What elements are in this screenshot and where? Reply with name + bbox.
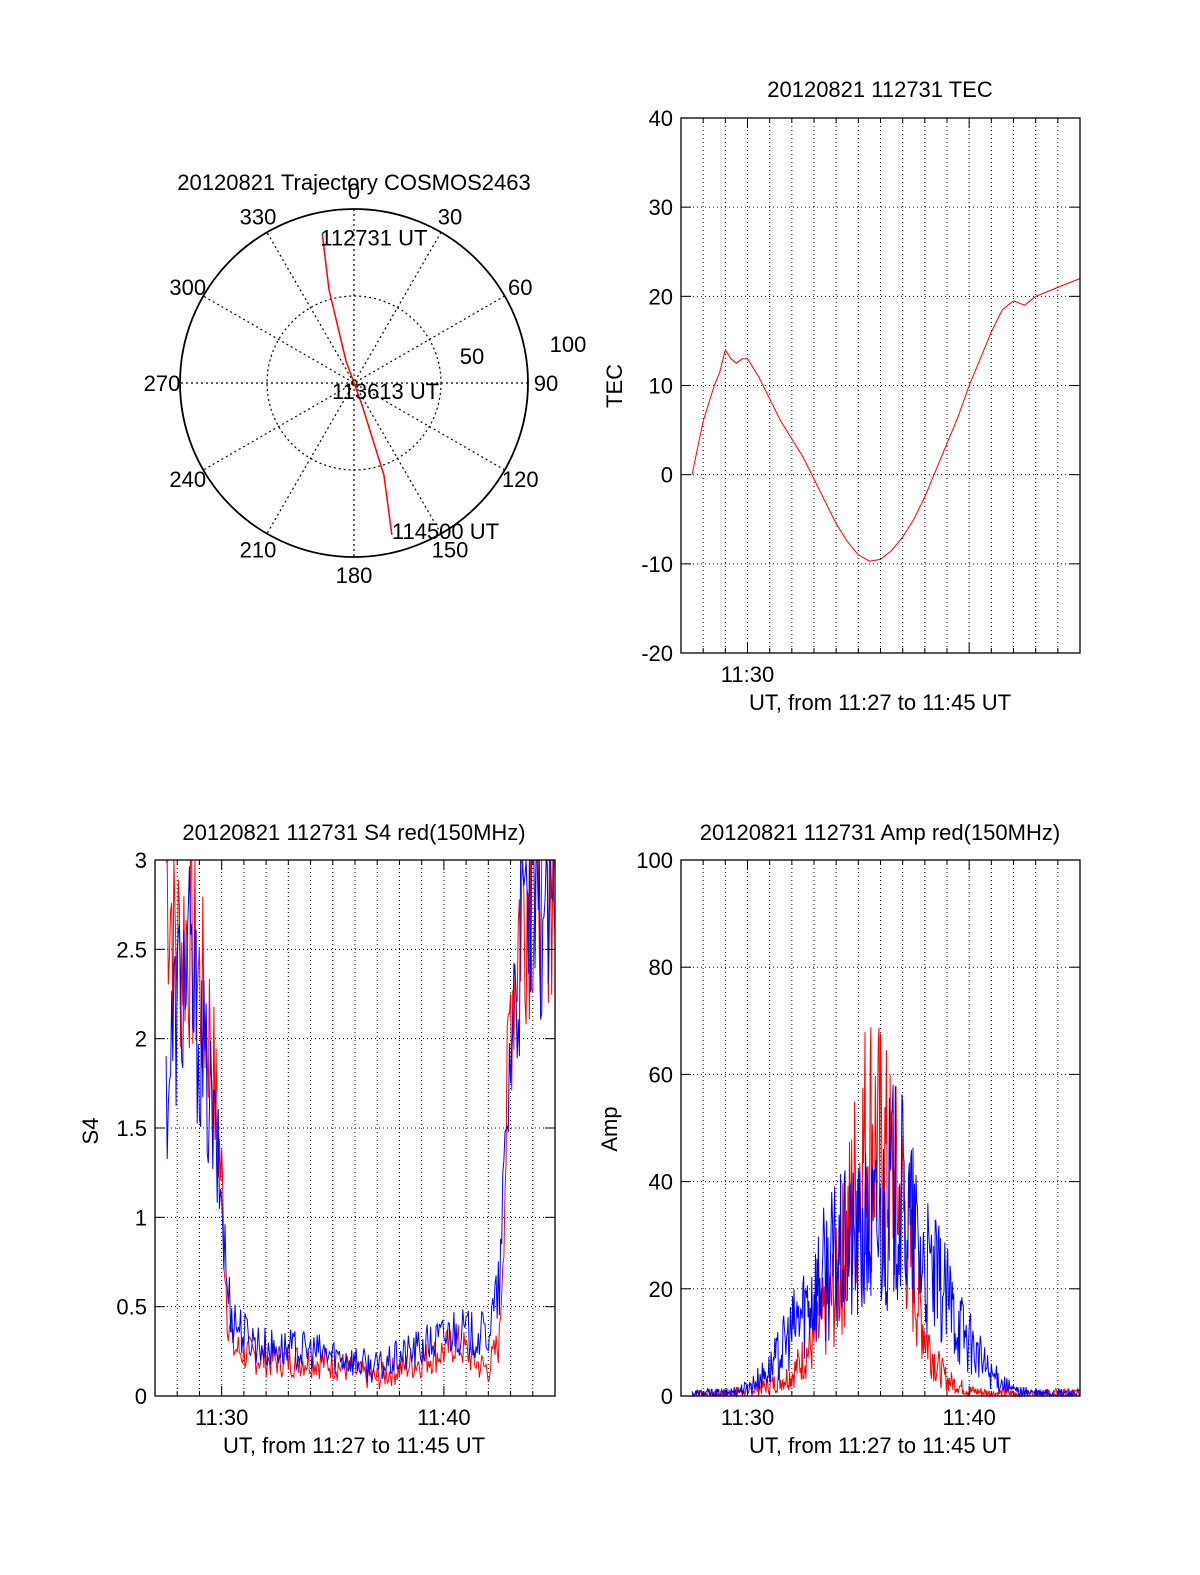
tec-x-tick-label: 11:30 <box>721 662 774 687</box>
amp-y-tick-label: 80 <box>649 955 673 980</box>
amp-y-axis-label: Amp <box>597 1106 622 1151</box>
trajectory-mid-label: 113613 UT <box>332 379 439 404</box>
amp-y-tick-label: 60 <box>649 1062 673 1087</box>
s4-y-axis-label: S4 <box>78 1118 103 1145</box>
s4-y-tick-label: 0.5 <box>116 1295 147 1320</box>
polar-title: 20120821 Trajectory COSMOS2463 <box>177 170 530 195</box>
polar-trajectory: 112731 UT 113613 UT 114500 UT <box>320 226 499 544</box>
polar-azimuth-label: 270 <box>144 371 181 396</box>
polar-azimuth-label: 150 <box>432 537 469 562</box>
s4-y-tick-label: 2 <box>135 1027 147 1052</box>
amp-y-tick-label: 20 <box>649 1277 673 1302</box>
trajectory-end-label: 114500 UT <box>392 519 499 544</box>
polar-grid <box>179 208 529 558</box>
s4-y-tick-label: 2.5 <box>116 937 147 962</box>
tec-y-axis-label: TEC <box>602 364 627 408</box>
tec-y-tick-label: 40 <box>649 106 673 131</box>
amp-y-tick-label: 0 <box>661 1384 673 1409</box>
s4-y-tick-label: 0 <box>135 1384 147 1409</box>
s4-title: 20120821 112731 S4 red(150MHz) <box>182 820 525 845</box>
tec-y-tick-label: 10 <box>649 374 673 399</box>
polar-azimuth-label: 30 <box>438 205 462 230</box>
s4-x-tick-label: 11:40 <box>417 1405 470 1430</box>
polar-azimuth-labels: 0 30 60 90 120 150 180 210 240 270 300 330 50 100 <box>144 179 587 588</box>
polar-azimuth-label: 60 <box>508 275 532 300</box>
trajectory-start-label: 112731 UT <box>320 226 427 251</box>
amp-x-tick-label: 11:40 <box>942 1405 995 1430</box>
s4-y-tick-label: 3 <box>135 848 147 873</box>
tec-x-axis-label: UT, from 11:27 to 11:45 UT <box>749 690 1011 715</box>
tec-y-tick-label: -10 <box>641 552 673 577</box>
trajectory-line <box>321 233 393 536</box>
amp-title: 20120821 112731 Amp red(150MHz) <box>700 820 1060 845</box>
tec-y-tick-label: 20 <box>649 284 673 309</box>
trajectory-polar-chart: 20120821 Trajectory COSMOS2463 0 30 60 90 12… <box>144 170 587 588</box>
s4-series-blue <box>165 859 555 1383</box>
tec-y-tick-label: -20 <box>641 641 673 666</box>
polar-azimuth-label: 90 <box>534 371 558 396</box>
polar-azimuth-label: 330 <box>240 205 277 230</box>
amp-y-tick-label: 40 <box>649 1170 673 1195</box>
polar-azimuth-label: 120 <box>502 467 539 492</box>
s4-x-axis-label: UT, from 11:27 to 11:45 UT <box>223 1433 485 1458</box>
polar-elevation-label: 100 <box>550 332 587 357</box>
s4-y-tick-label: 1.5 <box>116 1116 147 1141</box>
polar-spoke <box>266 232 442 534</box>
s4-y-tick-label: 1 <box>135 1205 147 1230</box>
polar-spoke <box>266 232 442 534</box>
s4-x-tick-label: 11:30 <box>195 1405 248 1430</box>
polar-azimuth-label: 240 <box>169 467 206 492</box>
polar-azimuth-label: 0 <box>348 179 360 204</box>
tec-chart: 20120821 112731 TEC -20 -10 0 10 20 30 40 11:30… <box>602 77 1081 715</box>
amp-x-axis-label: UT, from 11:27 to 11:45 UT <box>749 1433 1011 1458</box>
amp-y-tick-label: 100 <box>636 848 673 873</box>
amp-chart: 20120821 112731 Amp red(150MHz) 0 20 40 60 8… <box>597 820 1081 1458</box>
amp-series-blue <box>691 1084 1081 1398</box>
polar-azimuth-label: 300 <box>169 275 206 300</box>
polar-azimuth-label: 180 <box>336 563 373 588</box>
tec-title: 20120821 112731 TEC <box>767 77 993 102</box>
polar-elevation-label: 50 <box>460 344 484 369</box>
tec-y-tick-label: 0 <box>661 463 673 488</box>
amp-series-red <box>691 1027 1081 1398</box>
s4-chart: 20120821 112731 S4 red(150MHz) 0 0.5 1 1.5 2… <box>78 820 556 1458</box>
tec-y-tick-label: 30 <box>649 195 673 220</box>
amp-x-tick-label: 11:30 <box>721 1405 774 1430</box>
polar-azimuth-label: 210 <box>240 537 277 562</box>
tec-series-red <box>691 278 1081 562</box>
